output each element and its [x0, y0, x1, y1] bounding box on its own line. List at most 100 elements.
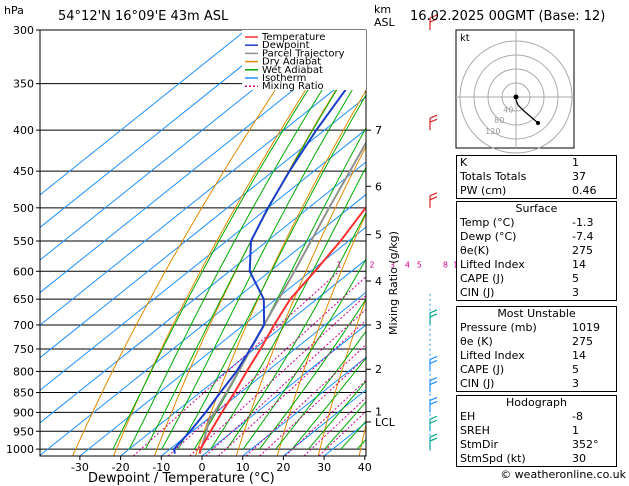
plot-frame [39, 29, 367, 457]
wind-barb-flag [429, 118, 438, 123]
wind-barb-flag [429, 313, 438, 318]
km-tick-label: 1 [375, 406, 382, 419]
km-tick-label: LCL [375, 416, 396, 429]
wind-barb-flag [429, 415, 438, 420]
surface-key: θe(K) [460, 244, 490, 257]
mixing-ratio-line [303, 396, 366, 456]
wet-adiabat [128, 30, 361, 450]
mixing-ratio-label: 5 [417, 260, 422, 269]
surface-row: Dewp (°C) -7.4 [457, 230, 616, 244]
temperature-tick-label: 10 [236, 461, 250, 474]
index-key: Totals Totals [460, 170, 527, 183]
hodograph-value: 30 [572, 452, 586, 465]
hodograph-origin [513, 94, 519, 100]
surface-key: Lifted Index [460, 258, 525, 271]
surface-row: CIN (J) 3 [457, 286, 616, 300]
hodograph: kt 40 80 120 [455, 29, 575, 154]
hodograph-key: StmDir [460, 438, 499, 451]
surface-panel: Surface Temp (°C) -1.3 Dewp (°C) -7.4 θe(K) 2… [456, 201, 617, 301]
mixing-ratio-axis-label: Mixing Ratio (g/kg) [387, 231, 400, 335]
wind-barb-flag [429, 18, 438, 23]
mixing-ratio-label: 3 [390, 260, 395, 269]
wet-adiabat [324, 401, 366, 450]
isotherm-line [120, 259, 366, 456]
most-unstable-row: CAPE (J) 5 [457, 363, 616, 377]
temperature-profile [198, 205, 366, 454]
dewpoint-profile [172, 61, 366, 454]
legend-entry: Dewpoint [262, 40, 310, 51]
most-unstable-key: θe (K) [460, 335, 493, 348]
dry-adiabat [72, 30, 316, 456]
axes-layer: 3003504004505005506006507007508008509009… [6, 24, 519, 474]
grid-layer [40, 30, 366, 456]
index-value: 1 [572, 156, 579, 169]
wind-barb-flag [429, 196, 438, 201]
pressure-tick-label: 450 [13, 165, 34, 178]
most-unstable-row: θe (K) 275 [457, 335, 616, 349]
km-tick-label: 2 [375, 363, 382, 376]
dry-adiabat [276, 212, 366, 456]
isotherm-line [40, 63, 366, 326]
km-tick-label: 7 [375, 124, 382, 137]
mixing-ratio-line [217, 319, 366, 456]
isotherm-line [40, 30, 328, 261]
most-unstable-key: Pressure (mb) [460, 321, 537, 334]
isotherm-line [40, 96, 366, 359]
temperature-tick-label: 0 [199, 461, 206, 474]
hodograph-key: StmSpd (kt) [460, 452, 526, 465]
wind-barb-flag [429, 192, 438, 197]
dry-adiabat [317, 297, 366, 456]
hodograph-row: SREH 1 [457, 424, 616, 438]
temperature-tick-label: -10 [152, 461, 170, 474]
surface-value: 275 [572, 244, 593, 257]
hodograph-row: StmSpd (kt) 30 [457, 452, 616, 466]
isotherm-line [242, 356, 366, 456]
x-axis-label: Dewpoint / Temperature (°C) [88, 471, 275, 486]
most-unstable-title: Most Unstable [497, 307, 576, 320]
index-row: PW (cm) 0.46 [457, 184, 616, 198]
most-unstable-key: CIN (J) [460, 377, 495, 390]
most-unstable-row: Pressure (mb) 1019 [457, 321, 616, 335]
temperature-tick-label: -30 [71, 461, 89, 474]
isotherm-line [79, 226, 366, 456]
wet-adiabat [242, 258, 366, 450]
pressure-tick-label: 1000 [6, 443, 34, 456]
wet-adiabat [161, 65, 366, 450]
asl-label: ASL [374, 16, 396, 29]
wet-adiabat [307, 380, 366, 450]
hodograph-value: -8 [572, 410, 583, 423]
dry-adiabat [113, 30, 345, 456]
legend-box [242, 30, 366, 90]
hodograph-title: Hodograph [506, 396, 567, 409]
km-tick-label: 4 [375, 275, 382, 288]
most-unstable-panel: Most Unstable Pressure (mb) 1019 θe (K) 275… [456, 306, 617, 392]
mixing-ratio-label: 4 [405, 260, 410, 269]
profiles-layer [172, 61, 366, 454]
km-label: km [374, 3, 391, 16]
pressure-tick-label: 600 [13, 265, 34, 278]
wet-adiabat [177, 94, 366, 450]
surface-value: -7.4 [572, 230, 594, 243]
hodograph-ring-label: 40 [503, 105, 513, 114]
pressure-tick-label: 900 [13, 406, 34, 419]
legend-entry: Mixing Ratio [262, 81, 324, 92]
most-unstable-value: 1019 [572, 321, 600, 334]
wind-barb-flag [429, 380, 438, 386]
temperature-tick-label: 30 [317, 461, 331, 474]
hodograph-key: EH [460, 410, 476, 423]
indices-panel: K 1 Totals Totals 37 PW (cm) 0.46 [456, 155, 617, 199]
mixing-ratio-line [167, 276, 366, 456]
hodograph-panel: Hodograph EH -8 SREH 1 StmDir 352° StmSpd (kt)… [456, 395, 617, 467]
most-unstable-key: CAPE (J) [460, 363, 505, 376]
hodograph-value: 1 [572, 424, 579, 437]
mixing-ratio-line [189, 294, 366, 456]
km-tick-label: 6 [375, 180, 382, 193]
pressure-tick-label: 750 [13, 343, 34, 356]
isotherm-line [40, 161, 366, 424]
index-value: 37 [572, 170, 586, 183]
mixing-ratio-label: 8 [443, 260, 448, 269]
isotherm-line [40, 30, 288, 229]
hodograph-row: StmDir 352° [457, 438, 616, 452]
